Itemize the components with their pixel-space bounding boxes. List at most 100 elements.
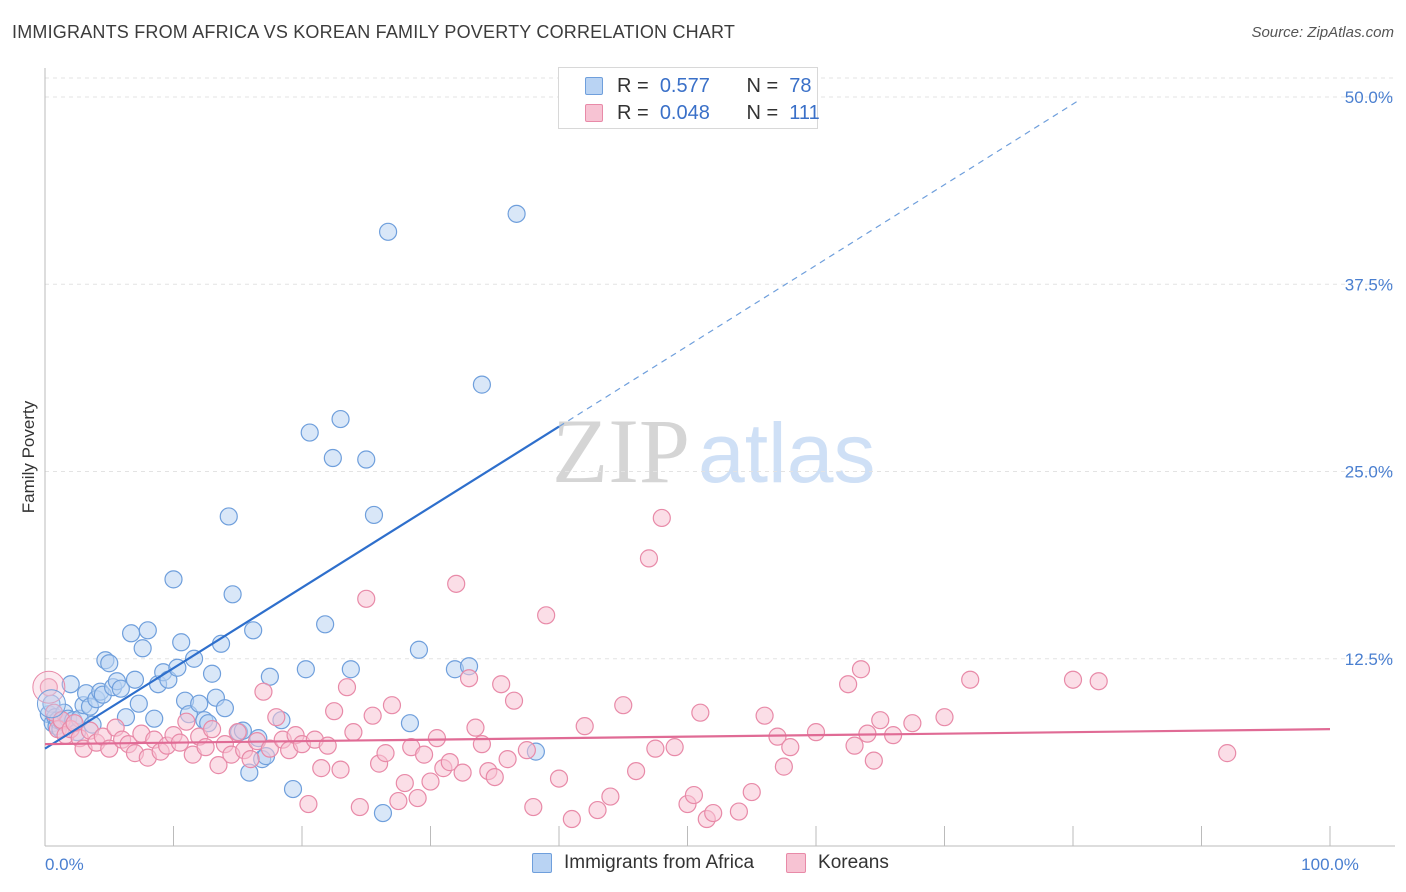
series-label-africa: Immigrants from Africa [564, 852, 755, 873]
x-tick-label: 0.0% [45, 855, 84, 874]
korean-point [1063, 670, 1083, 689]
korean-point [427, 729, 447, 748]
y-tick-label: 12.5% [1345, 650, 1393, 669]
korean-point [806, 723, 826, 742]
series-label-koreans: Koreans [818, 852, 889, 873]
korean-point [729, 802, 749, 821]
korean-point [781, 738, 800, 757]
africa-point [121, 624, 141, 643]
korean-trend-line [44, 728, 1331, 746]
korean-point [588, 800, 607, 820]
korean-point [755, 706, 774, 725]
korean-point [562, 809, 581, 829]
y-tick-label: 25.0% [1345, 463, 1393, 482]
korean-point [601, 787, 620, 806]
africa-trend-line [44, 425, 560, 750]
korean-point [466, 718, 485, 737]
korean-point [1218, 744, 1237, 763]
africa-point [323, 448, 342, 468]
korean-point [459, 669, 479, 688]
korean-point [684, 785, 704, 805]
korean-point [1089, 672, 1108, 691]
korean-point [517, 741, 536, 760]
series-legend-africa[interactable]: Immigrants from Africa [532, 852, 754, 874]
korean-point [228, 723, 247, 742]
africa-point [184, 649, 204, 668]
korean-point [549, 769, 569, 788]
africa-point [409, 640, 429, 659]
korean-point [774, 757, 793, 776]
korean-point [961, 670, 980, 689]
africa-point [133, 639, 152, 658]
y-axis-label: Family Poverty [19, 400, 38, 513]
africa-point [507, 204, 526, 223]
legend-n-label: N = [746, 101, 779, 124]
africa-point [172, 633, 191, 652]
africa-point [472, 375, 491, 394]
korean-point [414, 745, 434, 764]
stats-legend: R = 0.577 N = 78 R = 0.048 N = 111 [558, 67, 820, 129]
series-legend: Immigrants from Africa Koreans [532, 852, 921, 874]
korean-point [357, 589, 376, 608]
korean-point [363, 706, 382, 725]
korean-point [421, 772, 440, 791]
korean-point [325, 702, 344, 721]
korean-point [376, 744, 395, 763]
korean-point [312, 759, 331, 778]
africa-point [125, 670, 145, 689]
africa-point [190, 694, 209, 713]
korean-point [299, 794, 318, 814]
source-credit: Source: ZipAtlas.com [1251, 24, 1394, 41]
africa-point [36, 689, 66, 719]
korean-point [575, 717, 594, 736]
stats-legend-row-africa: R = 0.577 N = 78 [585, 74, 812, 98]
korean-point [626, 761, 646, 781]
africa-point [378, 222, 398, 241]
korean-point [504, 691, 524, 710]
legend-n-label: N = [746, 74, 779, 97]
legend-r-value: 0.577 [659, 74, 710, 97]
grid-layer [45, 77, 1395, 660]
africa-point [364, 505, 384, 525]
korean-point [871, 711, 890, 730]
africa-point [400, 714, 420, 733]
africa-point [373, 803, 393, 823]
africa-point [100, 654, 119, 673]
korean-point [447, 574, 466, 593]
africa-point [341, 660, 360, 679]
africa-point [283, 779, 303, 799]
korean-point [337, 678, 357, 697]
korean-point [241, 750, 260, 769]
legend-r-label: R = [617, 101, 649, 124]
africa-point [219, 507, 238, 526]
africa-point [244, 621, 263, 640]
korean-point [652, 508, 671, 528]
y-tick-label: 50.0% [1345, 88, 1393, 107]
x-tick-label: 100.0% [1301, 855, 1359, 874]
legend-swatch-koreans [585, 104, 603, 122]
korean-point [639, 549, 659, 568]
series-swatch-africa [532, 853, 552, 873]
korean-point [408, 788, 427, 808]
chart-title: IMMIGRANTS FROM AFRICA VS KOREAN FAMILY … [12, 22, 736, 42]
korean-point [344, 723, 363, 742]
africa-point [145, 709, 164, 728]
africa-point [164, 570, 183, 589]
africa-trend-extension [558, 99, 1080, 428]
korean-point [704, 803, 723, 823]
africa-point [296, 660, 315, 679]
points-layer [32, 204, 1237, 829]
korean-point [267, 708, 286, 727]
trend-layer [44, 99, 1331, 750]
legend-swatch-africa [585, 77, 603, 95]
korean-point [382, 696, 402, 715]
korean-point [209, 756, 228, 775]
korean-point [202, 720, 222, 739]
series-legend-koreans[interactable]: Koreans [786, 852, 889, 874]
africa-point [300, 423, 319, 442]
legend-n-value: 111 [789, 101, 820, 124]
korean-point [935, 708, 954, 727]
africa-point [202, 664, 222, 683]
africa-point [316, 615, 335, 634]
